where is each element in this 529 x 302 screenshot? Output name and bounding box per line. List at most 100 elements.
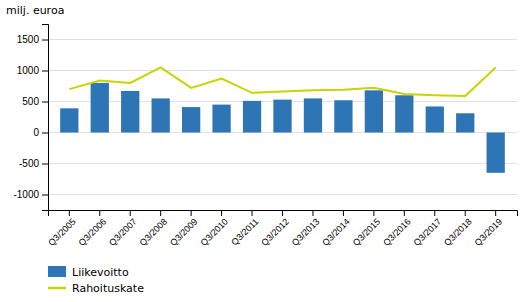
y-tick: 500 bbox=[22, 96, 48, 107]
legend-swatch bbox=[48, 287, 66, 290]
y-tick-mark bbox=[42, 133, 48, 134]
x-tick: Q3/2012 bbox=[259, 210, 290, 248]
x-tick: Q3/2005 bbox=[46, 210, 77, 248]
x-tick-label: Q3/2005 bbox=[46, 216, 77, 247]
grid-line bbox=[48, 194, 517, 195]
x-tick-label: Q3/2007 bbox=[107, 216, 138, 247]
y-tick-label: 1000 bbox=[17, 65, 40, 76]
y-tick-mark bbox=[42, 40, 48, 41]
legend-label: Liikevoitto bbox=[72, 266, 129, 279]
x-tick-label: Q3/2019 bbox=[473, 216, 504, 247]
y-axis-title: milj. euroa bbox=[6, 4, 64, 17]
x-tick-mark bbox=[191, 210, 192, 216]
x-tick-mark bbox=[434, 210, 435, 216]
x-tick-label: Q3/2014 bbox=[320, 216, 351, 247]
y-axis: -1000 -500 0 500 1000 1500 bbox=[13, 25, 48, 211]
x-tick-mark bbox=[495, 210, 496, 216]
y-tick-mark bbox=[42, 195, 48, 196]
x-tick-label: Q3/2012 bbox=[259, 216, 290, 247]
x-tick-mark bbox=[465, 210, 466, 216]
x-tick: Q3/2006 bbox=[77, 210, 108, 248]
plot: -1000-500050010001500Q3/2005Q3/2006Q3/20… bbox=[13, 25, 517, 248]
y-tick: 0 bbox=[33, 127, 48, 138]
line bbox=[69, 67, 495, 96]
x-tick-mark bbox=[404, 210, 405, 216]
y-tick-label: -500 bbox=[19, 158, 39, 169]
bar bbox=[121, 91, 139, 133]
grid-line bbox=[48, 163, 517, 164]
x-tick-mark bbox=[69, 210, 70, 216]
x-tick-label: Q3/2015 bbox=[351, 216, 382, 247]
y-tick: 1000 bbox=[17, 65, 48, 76]
y-tick-mark bbox=[42, 71, 48, 72]
bar bbox=[456, 113, 474, 132]
legend-item: Rahoituskate bbox=[48, 282, 144, 295]
bar bbox=[152, 98, 170, 132]
marks bbox=[60, 67, 505, 172]
y-tick-label: 500 bbox=[22, 96, 39, 107]
bar bbox=[304, 98, 322, 132]
x-tick: Q3/2010 bbox=[199, 210, 230, 248]
x-tick-mark bbox=[221, 210, 222, 216]
y-tick-mark bbox=[42, 102, 48, 103]
x-tick-mark bbox=[99, 210, 100, 216]
bar bbox=[395, 95, 413, 132]
y-tick-label: 1500 bbox=[17, 34, 40, 45]
chart: -1000-500050010001500Q3/2005Q3/2006Q3/20… bbox=[0, 0, 529, 302]
bar bbox=[334, 100, 352, 132]
y-tick: 1500 bbox=[17, 34, 48, 45]
x-tick-label: Q3/2018 bbox=[442, 216, 473, 247]
bar bbox=[243, 101, 261, 133]
x-tick: Q3/2007 bbox=[107, 210, 138, 248]
x-axis: Q3/2005Q3/2006Q3/2007Q3/2008Q3/2009Q3/20… bbox=[46, 210, 517, 248]
y-tick: -500 bbox=[19, 158, 48, 169]
legend: Liikevoitto Rahoituskate bbox=[48, 266, 144, 295]
x-tick-label: Q3/2013 bbox=[290, 216, 321, 247]
x-tick-label: Q3/2017 bbox=[412, 216, 443, 247]
y-tick-mark bbox=[42, 164, 48, 165]
x-tick-mark bbox=[373, 210, 374, 216]
grid bbox=[48, 40, 517, 195]
y-tick-label: 0 bbox=[33, 127, 39, 138]
bar-series bbox=[60, 83, 505, 173]
x-tick-label: Q3/2006 bbox=[77, 216, 108, 247]
y-axis-line bbox=[42, 25, 49, 211]
x-axis-line bbox=[49, 211, 518, 217]
x-tick-mark bbox=[282, 210, 283, 216]
x-tick-label: Q3/2011 bbox=[229, 216, 260, 247]
y-tick: -1000 bbox=[13, 189, 48, 200]
grid-line bbox=[48, 39, 517, 40]
bar bbox=[182, 107, 200, 132]
y-tick-label: -1000 bbox=[13, 189, 39, 200]
x-tick: Q3/2013 bbox=[290, 210, 321, 248]
legend-label: Rahoituskate bbox=[72, 282, 144, 295]
bar bbox=[91, 83, 109, 133]
x-tick-mark bbox=[343, 210, 344, 216]
bar bbox=[487, 133, 505, 173]
x-tick: Q3/2009 bbox=[168, 210, 199, 248]
x-tick-mark bbox=[160, 210, 161, 216]
x-tick-mark bbox=[130, 210, 131, 216]
bar bbox=[365, 90, 383, 132]
x-tick-label: Q3/2016 bbox=[381, 216, 412, 247]
x-tick-label: Q3/2008 bbox=[138, 216, 169, 247]
x-tick: Q3/2017 bbox=[412, 210, 443, 248]
x-tick-mark bbox=[252, 210, 253, 216]
x-tick: Q3/2015 bbox=[351, 210, 382, 248]
legend-item: Liikevoitto bbox=[48, 266, 129, 279]
grid-line bbox=[48, 70, 517, 71]
bar bbox=[60, 108, 78, 132]
legend-swatch bbox=[48, 266, 66, 277]
x-tick: Q3/2008 bbox=[138, 210, 169, 248]
bar bbox=[426, 106, 444, 132]
x-tick: Q3/2011 bbox=[229, 210, 260, 247]
bar bbox=[273, 100, 291, 133]
x-tick-mark bbox=[312, 210, 313, 216]
x-tick-label: Q3/2010 bbox=[199, 216, 230, 247]
x-tick-label: Q3/2009 bbox=[168, 216, 199, 247]
bar bbox=[212, 105, 230, 133]
x-tick: Q3/2014 bbox=[320, 210, 351, 248]
x-tick: Q3/2019 bbox=[473, 210, 504, 248]
x-tick: Q3/2016 bbox=[381, 210, 412, 248]
x-tick: Q3/2018 bbox=[442, 210, 473, 248]
